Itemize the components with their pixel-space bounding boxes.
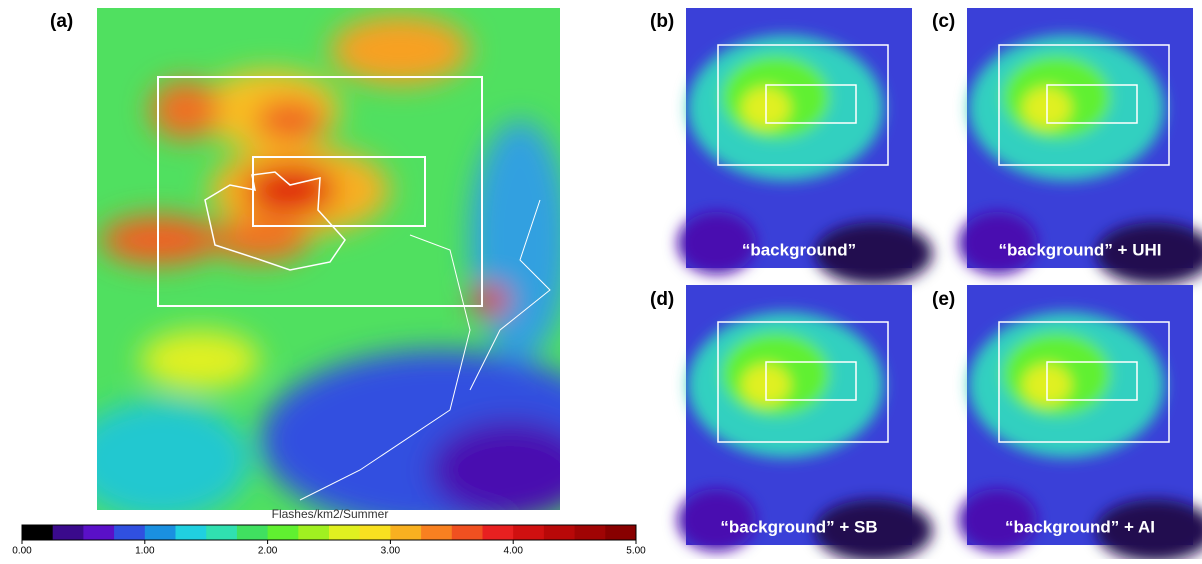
colorbar-swatch xyxy=(53,525,84,540)
colorbar-swatch xyxy=(575,525,606,540)
panel-label: (d) xyxy=(650,289,674,310)
panel-label: (c) xyxy=(932,11,955,32)
colorbar-swatch xyxy=(145,525,176,540)
tick-label: 5.00 xyxy=(626,546,646,557)
panel-label: (b) xyxy=(650,11,674,32)
colorbar-swatch xyxy=(83,525,114,540)
caption: “background” xyxy=(742,240,856,259)
caption: “background” + UHI xyxy=(999,240,1162,259)
colorbar-swatch xyxy=(114,525,145,540)
tick-label: 1.00 xyxy=(135,546,155,557)
tick-label: 3.00 xyxy=(381,546,401,557)
tick-label: 4.00 xyxy=(503,546,523,557)
map-panel: “background” + AI xyxy=(959,285,1202,559)
colorbar-swatch xyxy=(605,525,636,540)
colorbar-swatch xyxy=(298,525,329,540)
colorbar-swatch xyxy=(329,525,360,540)
colorbar-swatch xyxy=(206,525,237,540)
colorbar-swatch xyxy=(176,525,207,540)
colorbar-swatch xyxy=(544,525,575,540)
tick-label: 2.00 xyxy=(258,546,278,557)
panel-label: (a) xyxy=(50,11,73,32)
colorbar-swatch xyxy=(22,525,53,540)
colorbar-swatch xyxy=(483,525,514,540)
colorbar-title: Flashes/km2/Summer xyxy=(272,507,389,521)
colorbar-swatch xyxy=(360,525,391,540)
map-panel: “background” + UHI xyxy=(959,8,1202,285)
colorbar-swatch xyxy=(452,525,483,540)
figure: “background” (b) “background” + UHI (c) “bac… xyxy=(0,0,1202,559)
map-panel: “background” + SB xyxy=(678,285,933,559)
caption: “background” + AI xyxy=(1005,517,1155,536)
caption: “background” + SB xyxy=(720,517,877,536)
map-panel: “background” xyxy=(678,8,933,285)
colorbar-swatch xyxy=(421,525,452,540)
colorbar-swatch xyxy=(390,525,421,540)
colorbar-swatch xyxy=(268,525,299,540)
panel-label: (e) xyxy=(932,289,955,310)
colorbar-swatch xyxy=(237,525,268,540)
tick-label: 0.00 xyxy=(12,546,32,557)
map-a xyxy=(70,8,620,530)
colorbar-swatch xyxy=(513,525,544,540)
